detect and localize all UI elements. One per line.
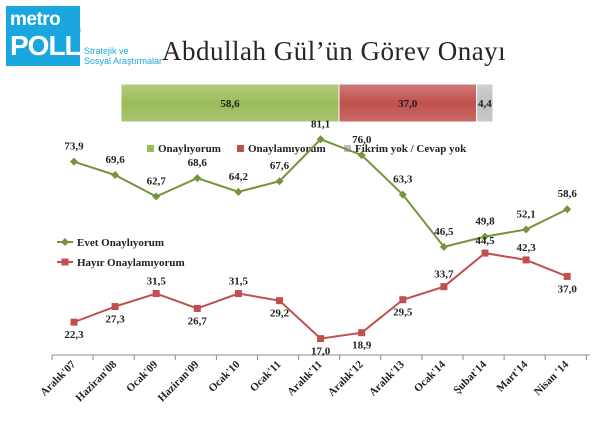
series-1-label-11: 49,8 xyxy=(475,216,495,228)
series-2-point-11 xyxy=(481,249,489,257)
series-2-point-8 xyxy=(358,329,366,337)
series-2-point-2 xyxy=(111,303,119,311)
x-tick-label-4: Haziran'09 xyxy=(156,358,202,404)
x-tick-label-11: Şubat'14 xyxy=(451,358,489,396)
series-2-label-5: 31,5 xyxy=(229,276,249,288)
line-legend-label-2: Hayır Onaylamıyorum xyxy=(77,257,185,269)
series-line-1 xyxy=(73,138,568,248)
line-legend-label-1: Evet Onaylıyorum xyxy=(77,237,164,249)
line-legend-marker-1 xyxy=(61,238,69,246)
x-tick-label-9: Aralık'13 xyxy=(367,358,407,398)
series-2-point-1 xyxy=(70,318,78,326)
bar-legend-swatch-2 xyxy=(237,145,244,152)
line-legend: Evet Onaylıyorum Hayır Onaylamıyorum xyxy=(57,237,185,269)
series-2-label-12: 42,3 xyxy=(516,242,536,254)
x-tick-label-6: Ocak'11 xyxy=(248,359,284,395)
series-1-label-7: 81,1 xyxy=(311,118,330,130)
series-1-point-6 xyxy=(275,177,284,186)
series-1-point-8 xyxy=(357,151,366,160)
metropoll-logo: metro POLL ® Stratejik ve Sosyal Araştır… xyxy=(6,6,162,68)
x-tick-label-12: Mart'14 xyxy=(495,358,531,394)
x-tick-label-5: Ocak'10 xyxy=(206,358,242,394)
bar-legend-swatch-1 xyxy=(147,145,154,152)
series-1-label-2: 69,6 xyxy=(105,154,125,166)
series-2-label-8: 18,9 xyxy=(352,340,372,352)
bar-legend-label-2: Onaylamıyorum xyxy=(248,143,326,155)
series-2-point-6 xyxy=(276,297,283,305)
series-2-point-13 xyxy=(563,272,571,280)
x-tick-label-2: Haziran'08 xyxy=(74,358,120,404)
logo-registered: ® xyxy=(76,28,82,35)
bar-legend-label-3: Fikrim yok / Cevap yok xyxy=(355,143,467,155)
series-2-point-3 xyxy=(152,290,160,298)
stacked-bar-chart: 58,6 37,0 4,4 xyxy=(120,83,494,123)
logo-line2: POLL xyxy=(10,30,82,61)
series-2-label-4: 26,7 xyxy=(188,315,208,327)
bar-legend-swatch-3 xyxy=(344,145,351,152)
logo-tagline2: Sosyal Araştırmalar xyxy=(84,56,163,66)
series-2-label-13: 37,0 xyxy=(558,283,578,295)
x-tick-label-1: Aralık'07 xyxy=(38,358,78,398)
series-1-label-13: 58,6 xyxy=(558,188,578,200)
series-1-point-5 xyxy=(234,187,243,196)
logo-tagline1: Stratejik ve xyxy=(84,46,129,56)
series-1-label-5: 64,2 xyxy=(229,171,249,183)
series-2-point-4 xyxy=(193,304,201,312)
logo-line1: metro xyxy=(10,9,61,30)
series-1-point-3 xyxy=(152,192,161,201)
line-legend-marker-2 xyxy=(61,258,69,266)
series-2-label-7: 17,0 xyxy=(311,346,331,358)
logo-box: metro POLL xyxy=(6,6,82,66)
series-2-point-10 xyxy=(440,283,448,291)
x-tick-label-8: Aralık'12 xyxy=(326,358,366,398)
series-2-label-1: 22,3 xyxy=(64,329,84,341)
series-1-label-12: 52,1 xyxy=(516,208,535,220)
series-1-point-9 xyxy=(398,190,407,199)
x-tick-label-3: Ocak'09 xyxy=(124,358,160,394)
bar-segment-3 xyxy=(476,83,494,123)
x-tick-label-13: Nisan '14 xyxy=(532,358,572,398)
series-2-label-2: 27,3 xyxy=(105,314,125,326)
series-1-point-7 xyxy=(316,135,325,144)
bar-segment-2 xyxy=(338,83,478,123)
x-tick-label-7: Aralık'11 xyxy=(285,359,325,399)
bar-legend: Onaylıyorum Onaylamıyorum Fikrim yok / Cev… xyxy=(147,143,467,155)
series-1-point-1 xyxy=(70,157,78,166)
series-1-point-10 xyxy=(439,242,448,251)
series-2-label-11: 44,5 xyxy=(475,235,495,247)
series-2-label-6: 29,2 xyxy=(270,308,290,320)
series-1-label-6: 67,6 xyxy=(270,160,290,172)
series-2-point-7 xyxy=(317,335,325,343)
series-1-label-4: 68,6 xyxy=(188,157,208,169)
series-1-label-8: 76,0 xyxy=(352,134,372,146)
series-1-point-2 xyxy=(111,171,120,180)
bar-segment-1 xyxy=(120,83,340,123)
series-1-point-11 xyxy=(481,232,489,241)
bar-segment-label-3: 4,4 xyxy=(478,98,492,110)
series-2-label-10: 33,7 xyxy=(434,269,454,281)
page-title: Abdullah Gül’ün Görev Onayı xyxy=(162,36,507,66)
bar-legend-label-1: Onaylıyorum xyxy=(158,143,221,155)
series-1-label-3: 62,7 xyxy=(147,175,167,187)
series-1-point-4 xyxy=(193,174,202,183)
series-1-label-9: 63,3 xyxy=(393,174,413,186)
x-tick-label-10: Ocak'14 xyxy=(412,358,448,394)
series-1-point-12 xyxy=(522,225,531,234)
bar-segment-label-2: 37,0 xyxy=(398,98,418,110)
series-1-label-1: 73,9 xyxy=(64,141,84,153)
series-1-point-13 xyxy=(563,205,572,214)
series-2-point-5 xyxy=(234,290,242,298)
series-2-point-12 xyxy=(522,256,530,264)
series-2-label-9: 29,5 xyxy=(393,307,413,319)
series-2-point-9 xyxy=(399,296,407,304)
series-1-label-10: 46,5 xyxy=(434,226,454,238)
series-2-label-3: 31,5 xyxy=(147,276,167,288)
bar-segment-label-1: 58,6 xyxy=(220,98,240,110)
